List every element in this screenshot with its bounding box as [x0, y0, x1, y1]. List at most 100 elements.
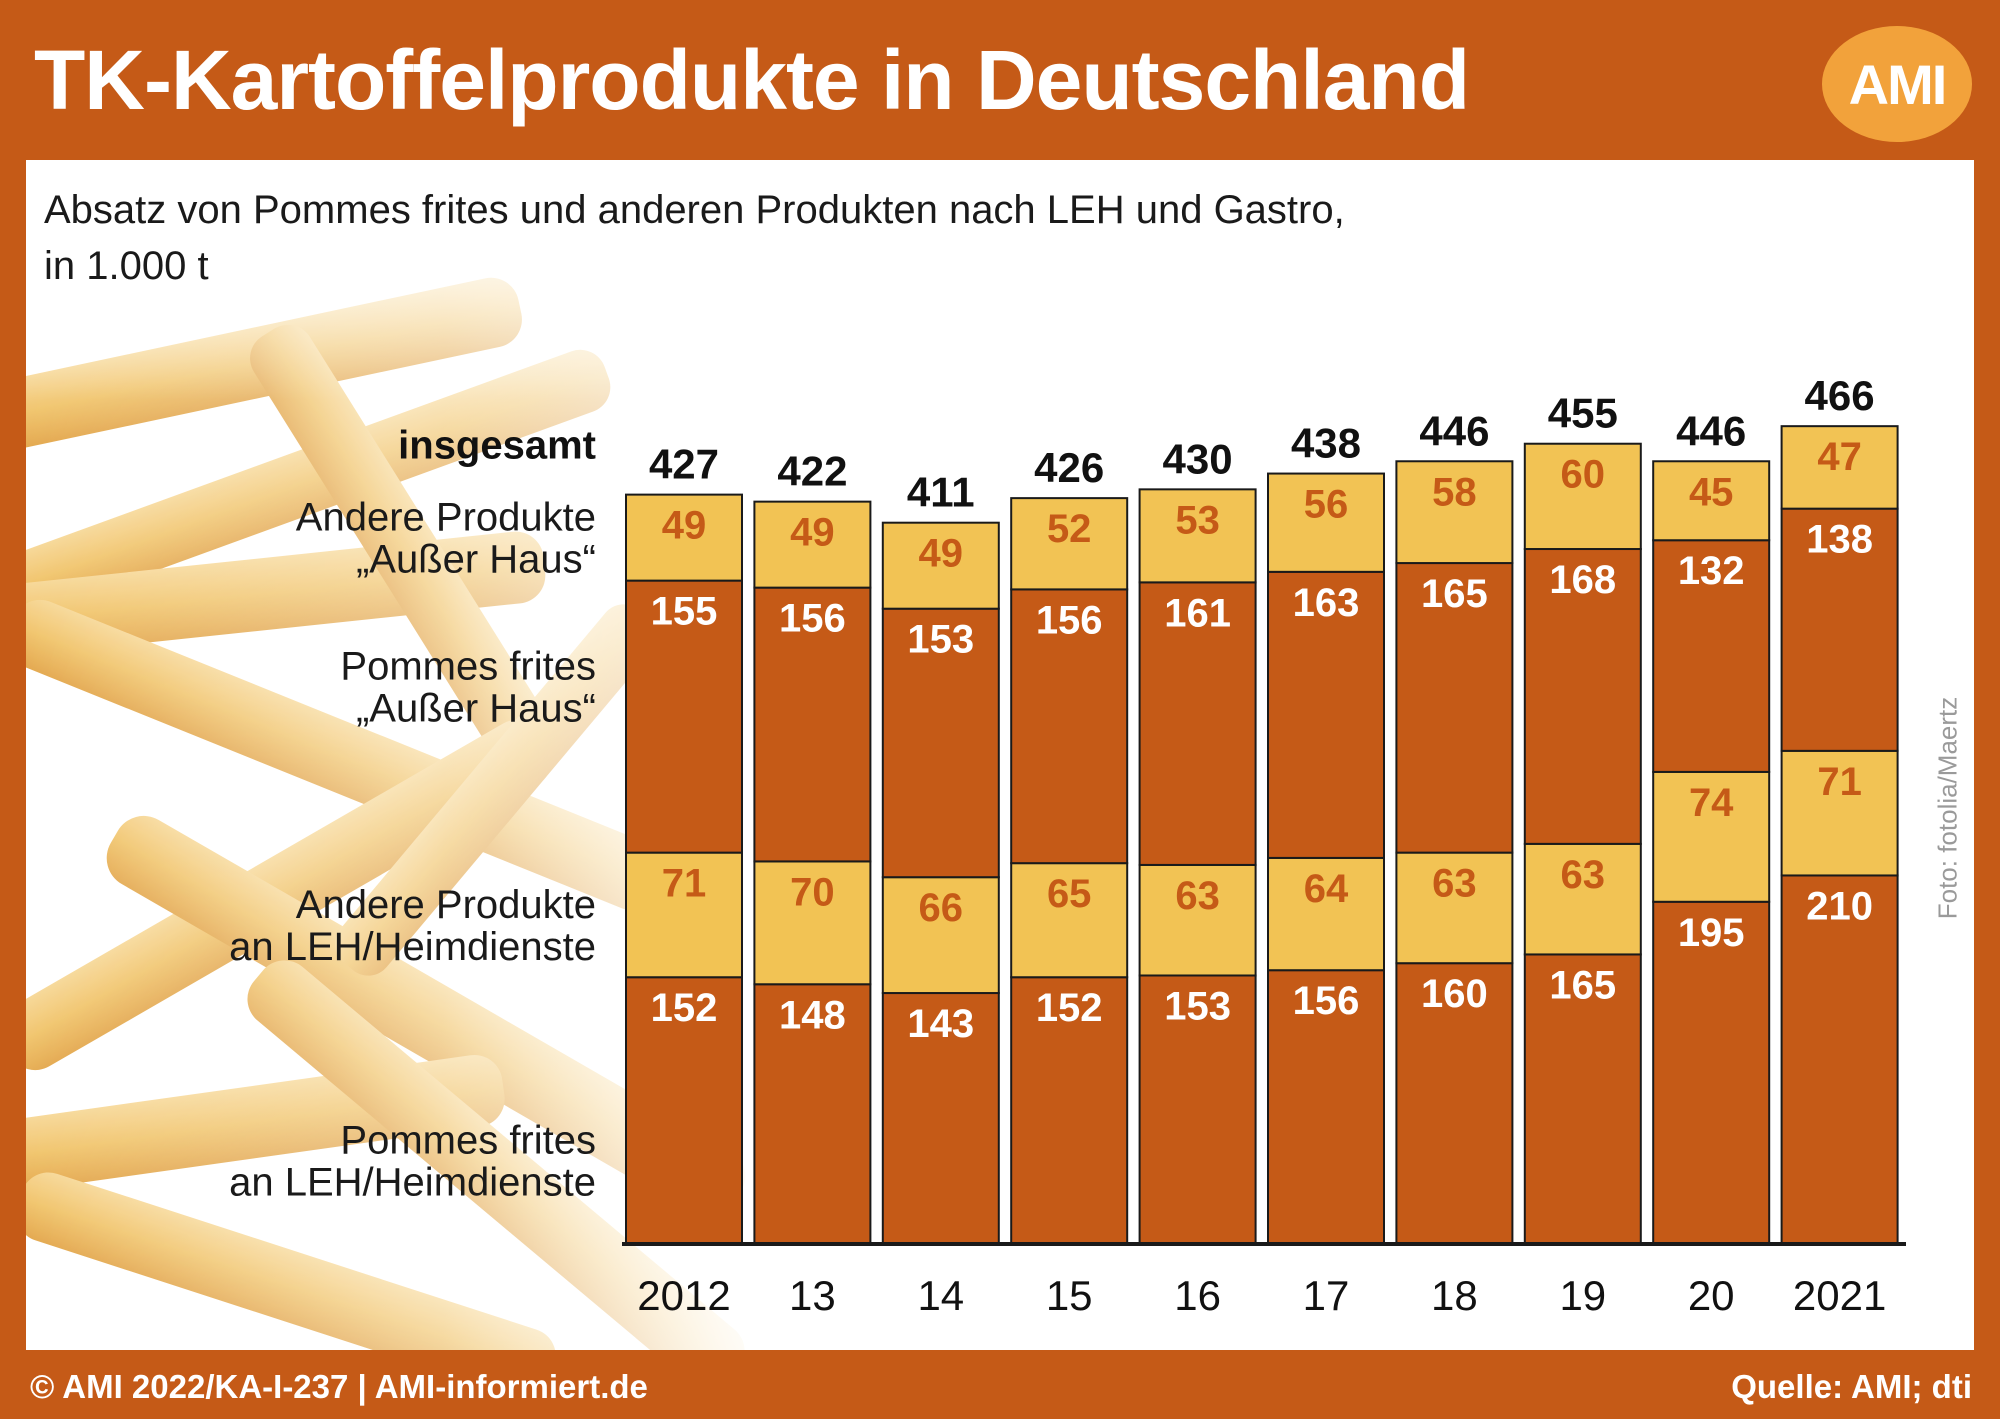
bar-segment-2-14 — [881, 876, 1000, 995]
data-label: 70 — [790, 870, 835, 914]
series-label: „Außer Haus“ — [356, 538, 596, 582]
data-label: 138 — [1806, 518, 1873, 562]
data-label: 153 — [1164, 984, 1231, 1028]
total-label: 430 — [1163, 435, 1233, 482]
bar-segment-4-13 — [753, 500, 872, 589]
data-label: 163 — [1293, 581, 1360, 625]
x-tick-label: 19 — [1559, 1272, 1606, 1319]
series-label: Pommes frites — [340, 645, 596, 689]
bar-segment-4-20 — [1652, 460, 1771, 542]
total-label: 411 — [907, 469, 975, 516]
data-label: 132 — [1678, 549, 1745, 593]
bar-segment-2-18 — [1395, 851, 1514, 965]
x-tick-label: 2021 — [1793, 1272, 1886, 1319]
data-label: 63 — [1432, 862, 1477, 906]
data-label: 66 — [919, 886, 964, 930]
bar-segment-4-19 — [1523, 442, 1642, 551]
total-label: 446 — [1676, 407, 1746, 454]
bar-segment-1-13 — [753, 983, 872, 1245]
data-label: 165 — [1421, 572, 1488, 616]
bar-segment-2-2012 — [625, 851, 743, 979]
data-label: 49 — [790, 511, 835, 555]
footer-source: Quelle: AMI; dti — [1731, 1368, 1972, 1405]
chart-subtitle: Absatz von Pommes frites und anderen Pro… — [44, 182, 1345, 294]
bar-segment-4-16 — [1138, 488, 1257, 584]
data-label: 63 — [1561, 853, 1606, 897]
x-tick-label: 14 — [917, 1272, 964, 1319]
data-label: 49 — [662, 504, 707, 548]
logo-text: AMI — [1848, 52, 1948, 116]
bar-segment-2-2021 — [1780, 749, 1899, 877]
total-label: 427 — [649, 441, 719, 488]
data-label: 156 — [1036, 598, 1103, 642]
stacked-bar-chart: 152 71 155 49 427 2012 148 70 156 49 422 13 143 66 153… — [229, 372, 1906, 1319]
bar-segment-2-17 — [1267, 856, 1385, 972]
data-label: 160 — [1421, 972, 1488, 1016]
x-tick-label: 2012 — [637, 1272, 730, 1319]
data-label: 143 — [907, 1002, 974, 1046]
x-tick-label: 13 — [789, 1272, 836, 1319]
bar-segment-3-2021 — [1780, 507, 1899, 752]
x-tick-label: 15 — [1046, 1272, 1093, 1319]
data-label: 52 — [1047, 507, 1092, 551]
data-label: 165 — [1549, 963, 1616, 1007]
bar-segment-4-2021 — [1780, 425, 1899, 510]
page-title: TK-Kartoffelprodukte in Deutschland — [34, 33, 1470, 127]
data-label: 156 — [1293, 979, 1360, 1023]
bar-segment-2-15 — [1010, 862, 1129, 979]
data-label: 60 — [1561, 453, 1606, 497]
data-label: 74 — [1689, 781, 1734, 825]
data-label: 161 — [1164, 591, 1231, 635]
total-label: 466 — [1805, 372, 1875, 419]
data-label: 65 — [1047, 872, 1092, 916]
bar-segment-2-13 — [753, 860, 872, 986]
x-tick-label: 20 — [1688, 1272, 1735, 1319]
data-label: 156 — [779, 597, 846, 641]
bar-segment-4-17 — [1267, 472, 1385, 573]
data-label: 148 — [779, 993, 846, 1037]
data-label: 152 — [1036, 986, 1103, 1030]
series-label: Andere Produkte — [296, 496, 596, 540]
series-label: an LEH/Heimdienste — [229, 1161, 596, 1205]
x-tick-label: 17 — [1303, 1272, 1350, 1319]
chart-panel: Absatz von Pommes frites und anderen Pro… — [26, 160, 1974, 1350]
series-label: Pommes frites — [340, 1119, 596, 1163]
series-label: an LEH/Heimdienste — [229, 925, 596, 969]
data-label: 195 — [1678, 911, 1745, 955]
total-label: 426 — [1034, 444, 1104, 491]
data-label: 64 — [1304, 867, 1349, 911]
bar-segment-1-2021 — [1780, 874, 1899, 1245]
bar-segment-1-20 — [1652, 900, 1771, 1246]
x-tick-label: 18 — [1431, 1272, 1478, 1319]
x-tick-label: 16 — [1174, 1272, 1221, 1319]
total-label: 455 — [1548, 390, 1618, 437]
subtitle-line-1: Absatz von Pommes frites und anderen Pro… — [44, 188, 1345, 232]
bar-segment-3-17 — [1267, 570, 1385, 859]
bar-segment-3-2012 — [625, 579, 743, 854]
data-label: 45 — [1689, 470, 1734, 514]
bar-segment-3-19 — [1523, 548, 1642, 845]
bar-segment-1-15 — [1010, 976, 1129, 1245]
total-series-label: insgesamt — [398, 424, 596, 468]
footer-copyright: © AMI 2022/KA-I-237 | AMI-informiert.de — [30, 1368, 648, 1405]
subtitle-line-2: in 1.000 t — [44, 244, 209, 288]
data-label: 152 — [651, 986, 718, 1030]
data-label: 58 — [1432, 470, 1477, 514]
bar-segment-2-20 — [1652, 770, 1771, 903]
bar-segment-3-18 — [1395, 562, 1514, 854]
data-label: 63 — [1175, 874, 1220, 918]
data-label: 71 — [1817, 760, 1862, 804]
bar-segment-4-2012 — [625, 493, 743, 582]
data-label: 168 — [1549, 558, 1616, 602]
bar-segment-1-14 — [881, 992, 1000, 1245]
data-label: 71 — [662, 862, 707, 906]
data-label: 56 — [1304, 483, 1349, 527]
data-label: 155 — [651, 590, 718, 634]
bar-segment-4-18 — [1395, 460, 1514, 565]
bar-segment-1-2012 — [625, 976, 743, 1245]
series-label: „Außer Haus“ — [356, 687, 596, 731]
data-label: 53 — [1175, 498, 1220, 542]
photo-credit: Foto: fotolia/Maertz — [1932, 696, 1963, 920]
data-label: 47 — [1817, 435, 1862, 479]
total-label: 422 — [777, 448, 847, 495]
